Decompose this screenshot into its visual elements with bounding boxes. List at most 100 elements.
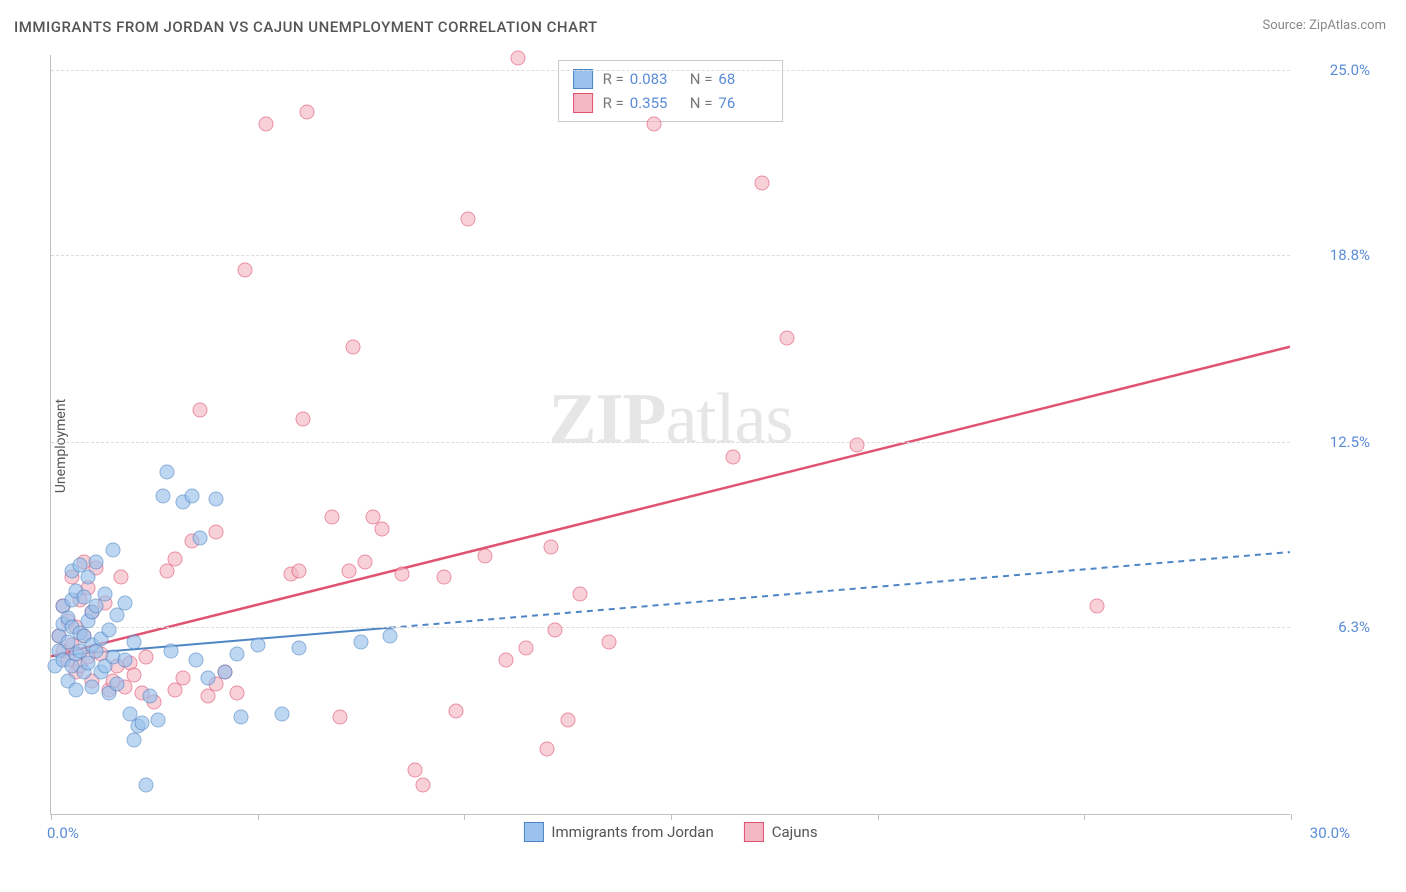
scatter-point <box>192 402 207 417</box>
scatter-point <box>540 742 555 757</box>
scatter-point <box>126 667 141 682</box>
legend-n: N =76 <box>690 94 769 112</box>
scatter-point <box>89 554 104 569</box>
legend-n: N =68 <box>690 70 769 88</box>
chart-title: IMMIGRANTS FROM JORDAN VS CAJUN UNEMPLOY… <box>14 18 598 36</box>
scatter-point <box>230 647 245 662</box>
y-tick-label: 6.3% <box>1300 618 1370 636</box>
scatter-point <box>1089 599 1104 614</box>
x-tick <box>258 814 259 820</box>
scatter-point <box>209 524 224 539</box>
scatter-point <box>333 709 348 724</box>
y-tick-label: 18.8% <box>1300 246 1370 264</box>
x-tick <box>51 814 52 820</box>
scatter-point <box>292 641 307 656</box>
scatter-point <box>176 670 191 685</box>
scatter-point <box>647 116 662 131</box>
scatter-point <box>461 211 476 226</box>
legend-swatch-icon <box>573 93 593 113</box>
scatter-point <box>85 679 100 694</box>
scatter-point <box>519 641 534 656</box>
scatter-point <box>106 542 121 557</box>
scatter-point <box>850 438 865 453</box>
scatter-point <box>498 653 513 668</box>
legend-row: R =0.355 N =76 <box>573 91 769 115</box>
legend-swatch-icon <box>523 822 543 842</box>
scatter-point <box>81 569 96 584</box>
gridline <box>51 442 1290 443</box>
scatter-point <box>68 682 83 697</box>
scatter-point <box>163 644 178 659</box>
scatter-point <box>341 563 356 578</box>
scatter-point <box>407 763 422 778</box>
scatter-point <box>118 653 133 668</box>
scatter-point <box>726 450 741 465</box>
legend-swatch-icon <box>573 69 593 89</box>
scatter-point <box>139 778 154 793</box>
scatter-point <box>151 712 166 727</box>
legend-r: R =0.083 <box>603 70 680 88</box>
scatter-point <box>382 629 397 644</box>
x-tick <box>671 814 672 820</box>
scatter-point <box>544 539 559 554</box>
x-axis-min-label: 0.0% <box>47 824 79 842</box>
scatter-point <box>573 587 588 602</box>
scatter-point <box>560 712 575 727</box>
y-tick-label: 12.5% <box>1300 433 1370 451</box>
x-tick <box>464 814 465 820</box>
series-legend-item: Immigrants from Jordan <box>523 822 713 842</box>
scatter-point <box>192 530 207 545</box>
series-legend-item: Cajuns <box>744 822 818 842</box>
y-tick-label: 25.0% <box>1300 61 1370 79</box>
trend-line-solid <box>51 347 1290 657</box>
scatter-point <box>114 569 129 584</box>
watermark-atlas: atlas <box>666 379 793 459</box>
scatter-point <box>478 548 493 563</box>
scatter-point <box>300 104 315 119</box>
scatter-point <box>345 340 360 355</box>
scatter-point <box>258 116 273 131</box>
chart-plot-area: ZIPatlas R =0.083N =68R =0.355N =76 0.0%… <box>50 55 1290 815</box>
scatter-point <box>416 778 431 793</box>
scatter-point <box>234 709 249 724</box>
series-legend: Immigrants from Jordan Cajuns <box>523 822 817 842</box>
x-axis-max-label: 30.0% <box>1310 824 1350 842</box>
scatter-point <box>143 688 158 703</box>
source-link[interactable]: ZipAtlas.com <box>1309 18 1386 33</box>
source-prefix: Source: <box>1262 18 1309 33</box>
legend-swatch-icon <box>744 822 764 842</box>
scatter-point <box>511 50 526 65</box>
scatter-point <box>168 551 183 566</box>
scatter-point <box>358 554 373 569</box>
scatter-point <box>230 685 245 700</box>
scatter-point <box>134 715 149 730</box>
scatter-point <box>436 569 451 584</box>
scatter-point <box>201 670 216 685</box>
scatter-point <box>155 489 170 504</box>
scatter-point <box>110 676 125 691</box>
scatter-point <box>548 623 563 638</box>
scatter-point <box>779 331 794 346</box>
scatter-point <box>118 596 133 611</box>
watermark: ZIPatlas <box>549 378 793 461</box>
scatter-point <box>449 703 464 718</box>
legend-r: R =0.355 <box>603 94 680 112</box>
series-legend-label: Immigrants from Jordan <box>551 823 713 841</box>
scatter-point <box>602 635 617 650</box>
scatter-point <box>395 566 410 581</box>
scatter-point <box>296 411 311 426</box>
scatter-point <box>217 664 232 679</box>
scatter-point <box>374 521 389 536</box>
scatter-point <box>126 635 141 650</box>
scatter-point <box>97 587 112 602</box>
x-tick <box>1291 814 1292 820</box>
x-tick <box>1084 814 1085 820</box>
gridline <box>51 70 1290 71</box>
gridline <box>51 627 1290 628</box>
scatter-point <box>184 489 199 504</box>
scatter-point <box>275 706 290 721</box>
scatter-point <box>250 638 265 653</box>
scatter-point <box>754 176 769 191</box>
scatter-point <box>209 492 224 507</box>
watermark-zip: ZIP <box>549 379 666 459</box>
